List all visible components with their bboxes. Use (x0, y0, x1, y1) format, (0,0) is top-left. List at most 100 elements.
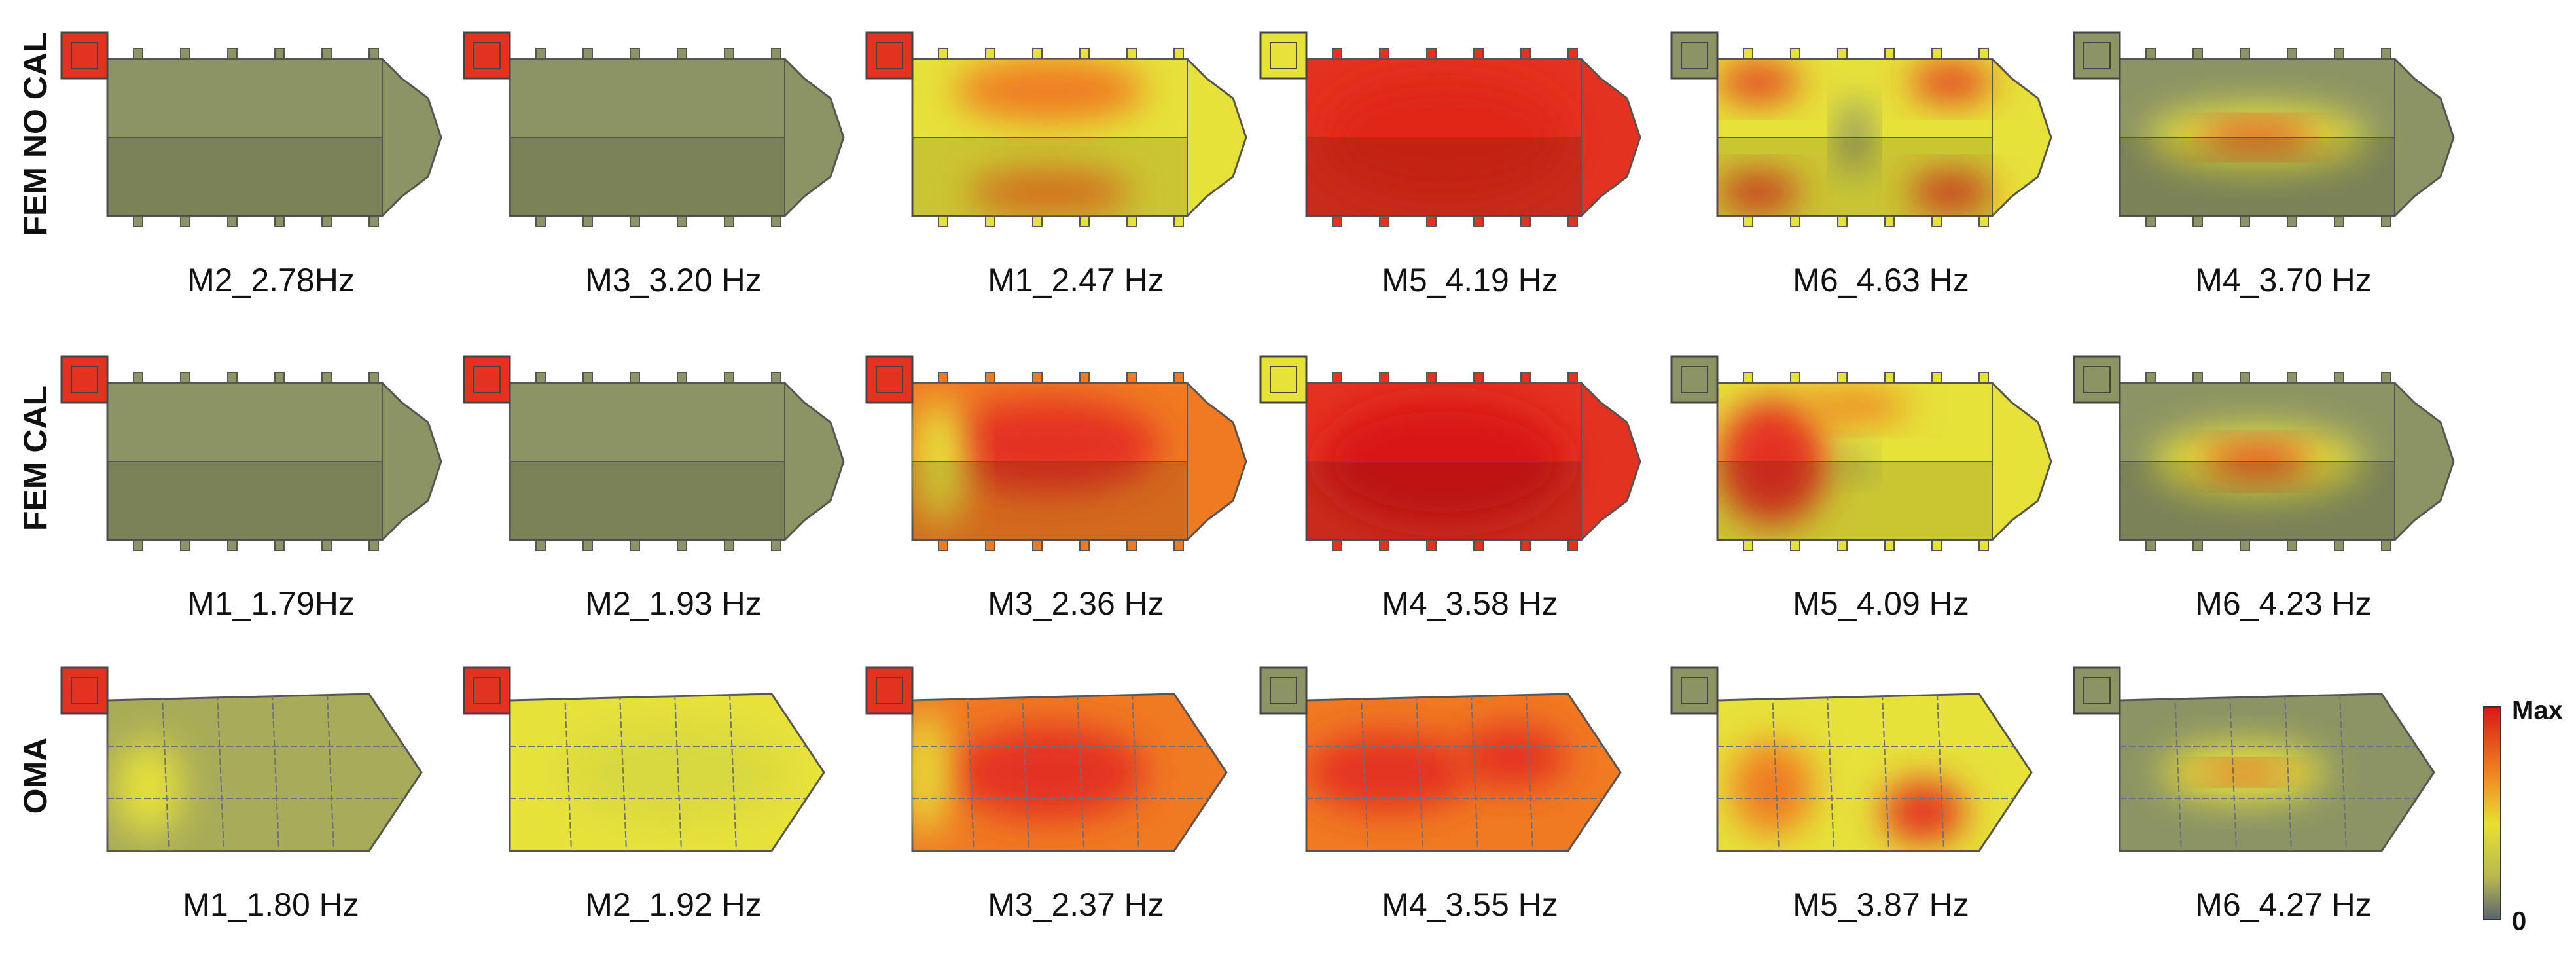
mesh-line (1772, 694, 1780, 851)
mode-caption: M3_2.37 Hz (988, 886, 1164, 923)
mesh-line (1526, 694, 1533, 851)
nave-shade (107, 137, 382, 216)
mesh-line (729, 694, 737, 851)
tower (463, 666, 511, 715)
mode-shape (1259, 355, 1641, 551)
mode-shape (1670, 355, 2052, 551)
field-blob (1717, 63, 1800, 101)
mode-caption: M5_3.87 Hz (1793, 886, 1969, 923)
mode-caption: M2_1.92 Hz (585, 886, 762, 923)
field-blob (954, 725, 1146, 820)
tower-inner (876, 366, 903, 393)
nave-shade (510, 461, 785, 540)
modal-field (1306, 399, 1581, 540)
mode-shape (2073, 666, 2435, 852)
field-blob (1731, 741, 1814, 835)
tower (865, 666, 914, 715)
field-blob (1910, 63, 1992, 101)
tower-inner (1270, 366, 1297, 393)
mesh-line (1882, 694, 1889, 851)
mode-shape (865, 31, 1247, 227)
modal-field (912, 399, 1187, 540)
mode-shape (60, 355, 442, 551)
field-blob (565, 725, 785, 820)
tower (463, 31, 511, 80)
field-blob (1910, 173, 1992, 211)
mesh-line (2284, 694, 2292, 851)
modal-field (107, 694, 408, 851)
tower (2073, 355, 2121, 404)
modal-field (107, 137, 382, 216)
mesh-line (1827, 694, 1834, 851)
nave-shade (1306, 137, 1581, 216)
modal-field (510, 137, 785, 216)
tower-inner (1681, 677, 1708, 704)
tower (1670, 355, 1719, 404)
field-blob (1306, 733, 1471, 812)
mesh-line (967, 694, 975, 851)
mesh-line (1416, 694, 1423, 851)
mode-shape (60, 31, 442, 227)
modal-field (510, 461, 785, 540)
field-blob (2194, 765, 2293, 780)
nave-shade (912, 461, 1187, 540)
tower (60, 355, 109, 404)
mesh-line (1077, 694, 1084, 851)
tower (60, 666, 109, 715)
mode-shape (1670, 31, 2052, 227)
field-blob (1882, 780, 1965, 843)
mesh-line (674, 694, 682, 851)
tower (1259, 666, 1308, 715)
modal-field (1306, 694, 1607, 851)
mode-caption: M3_3.20 Hz (585, 262, 762, 298)
tower-inner (473, 42, 501, 69)
modal-field (912, 59, 1187, 216)
mode-shape (1670, 666, 2033, 852)
tower (1259, 31, 1308, 80)
modal-field (107, 461, 382, 540)
colorbar-min: 0 (2512, 907, 2526, 936)
mode-caption: M1_1.80 Hz (183, 886, 359, 923)
tower (1670, 666, 1719, 715)
row-label: FEM CAL (17, 386, 54, 531)
tower-inner (71, 42, 98, 69)
tower (2073, 31, 2121, 80)
mode-caption: M6_4.27 Hz (2195, 886, 2372, 923)
field-blob (954, 59, 1146, 122)
mode-caption: M4_3.55 Hz (1382, 886, 1558, 923)
nave-shade (1717, 461, 1992, 540)
mode-caption: M2_1.93 Hz (585, 585, 762, 622)
row-label: OMA (17, 738, 54, 814)
mesh-line (619, 694, 627, 851)
mode-caption: M1_1.79Hz (187, 585, 355, 622)
mesh-line (1022, 694, 1029, 851)
mesh-line (2174, 694, 2182, 851)
tower (1259, 355, 1308, 404)
field-blob (1717, 173, 1800, 211)
mesh-line (564, 694, 572, 851)
tower-inner (71, 677, 98, 704)
tower-inner (876, 42, 903, 69)
tower (2073, 666, 2121, 715)
field-blob (940, 399, 1160, 493)
tower-inner (1270, 677, 1297, 704)
field-blob (1458, 725, 1567, 788)
nave-shade (912, 137, 1187, 216)
mesh-line (2229, 694, 2237, 851)
mode-caption: M5_4.19 Hz (1382, 262, 1558, 298)
tower-inner (876, 677, 903, 704)
mode-shape (60, 666, 423, 852)
tower (463, 355, 511, 404)
mesh-line (217, 694, 224, 851)
tower (60, 31, 109, 80)
mode-shape (865, 355, 1247, 551)
mode-shape (2073, 355, 2455, 551)
mesh-line (1937, 694, 1944, 851)
modal-field (1717, 694, 2018, 851)
plan (106, 693, 423, 852)
mode-shape (865, 666, 1228, 852)
tower-inner (1681, 42, 1708, 69)
mesh-line (2339, 694, 2347, 851)
nave-shade (1717, 137, 1992, 216)
mode-caption: M2_2.78Hz (187, 262, 355, 298)
